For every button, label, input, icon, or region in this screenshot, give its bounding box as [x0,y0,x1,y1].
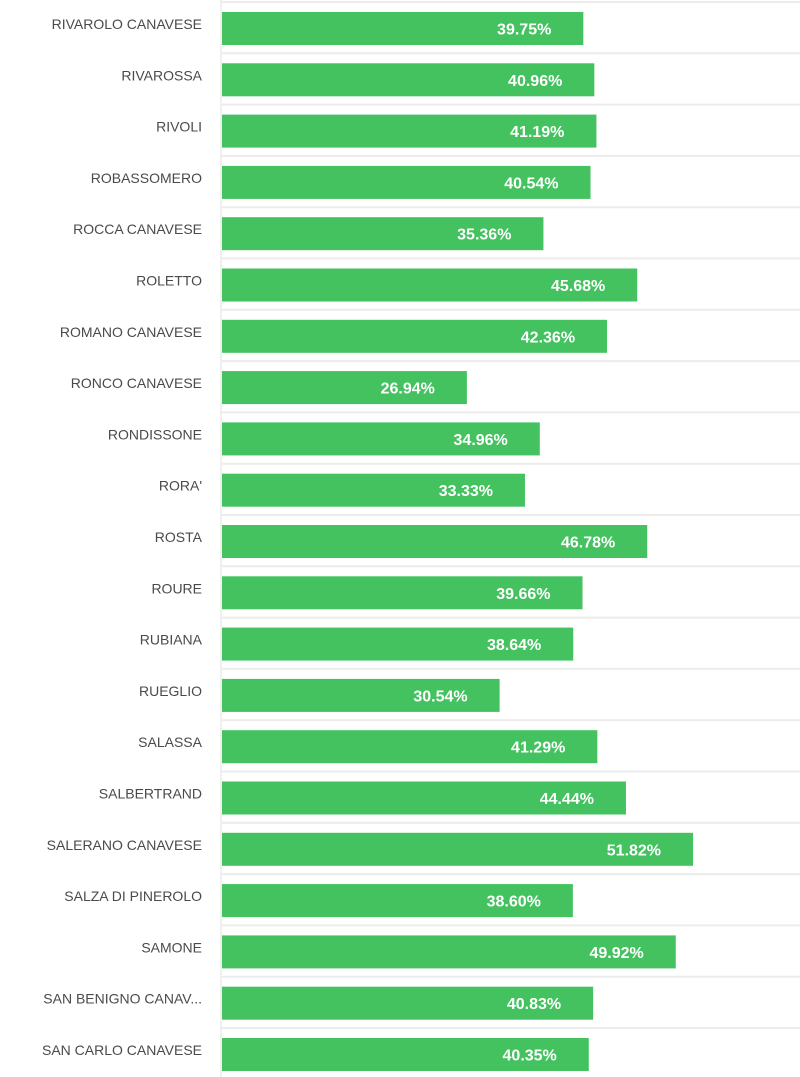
labels-layer: RIVAROLO CANAVESE 39.75% RIVAROSSA 40.96% RI… [42,16,661,1065]
data-label: 41.19% [510,124,564,141]
data-label: 46.78% [561,535,615,552]
category-label: ROMANO CANAVESE [60,324,202,340]
bar[interactable] [222,12,584,45]
bar[interactable] [222,114,597,148]
data-label: 51.82% [607,842,661,859]
data-label: 34.96% [454,432,508,449]
data-label: 30.54% [413,688,467,705]
bar[interactable] [222,781,626,815]
data-label: 39.75% [497,22,551,39]
bar[interactable] [222,730,598,764]
data-label: 26.94% [381,381,435,398]
category-label: SALBERTRAND [99,786,202,802]
bar[interactable] [222,986,594,1020]
bar[interactable] [222,525,648,558]
data-label: 38.60% [487,894,541,911]
bar[interactable] [222,473,525,507]
data-label: 33.33% [439,483,493,500]
category-label: RIVAROSSA [121,67,202,83]
category-label: RORA' [159,478,202,494]
bar[interactable] [222,576,583,610]
data-label: 42.36% [521,329,575,346]
data-label: 41.29% [511,740,565,757]
bar[interactable] [222,268,638,302]
bar[interactable] [222,678,500,712]
bar[interactable] [222,627,574,661]
category-label: RUBIANA [140,632,203,648]
bar[interactable] [222,935,676,969]
data-label: 40.83% [507,996,561,1013]
data-label: 39.66% [496,586,550,603]
data-label: 49.92% [590,945,644,962]
bar[interactable] [222,371,467,405]
bar[interactable] [222,884,573,918]
data-label: 40.35% [503,1048,557,1065]
category-label: RIVAROLO CANAVESE [52,16,202,32]
data-label: 45.68% [551,278,605,295]
bar[interactable] [222,165,591,199]
category-label: ROURE [151,580,202,596]
bar[interactable] [222,832,694,866]
category-label: SALZA DI PINEROLO [64,888,202,904]
data-label: 38.64% [487,637,541,654]
bar[interactable] [222,217,544,251]
bar[interactable] [222,1038,589,1071]
data-label: 40.54% [504,175,558,192]
category-label: ROSTA [155,529,203,545]
category-label: ROLETTO [136,273,202,289]
data-label: 44.44% [540,791,594,808]
category-label: SALASSA [138,734,202,750]
category-label: SAN CARLO CANAVESE [42,1042,202,1058]
category-label: SAN BENIGNO CANAV... [43,991,202,1007]
category-label: RONDISSONE [108,426,202,442]
bar[interactable] [222,63,595,97]
bar[interactable] [222,422,540,456]
data-label: 35.36% [457,227,511,244]
category-label: ROCCA CANAVESE [73,221,202,237]
category-label: RIVOLI [156,119,202,135]
category-label: SAMONE [141,939,202,955]
category-label: RUEGLIO [139,683,202,699]
bar[interactable] [222,319,608,353]
category-label: ROBASSOMERO [91,170,202,186]
category-label: RONCO CANAVESE [71,375,202,391]
category-label: SALERANO CANAVESE [47,837,202,853]
bars-layer [222,12,694,1071]
grid-layer [220,0,800,1077]
data-label: 40.96% [508,73,562,90]
